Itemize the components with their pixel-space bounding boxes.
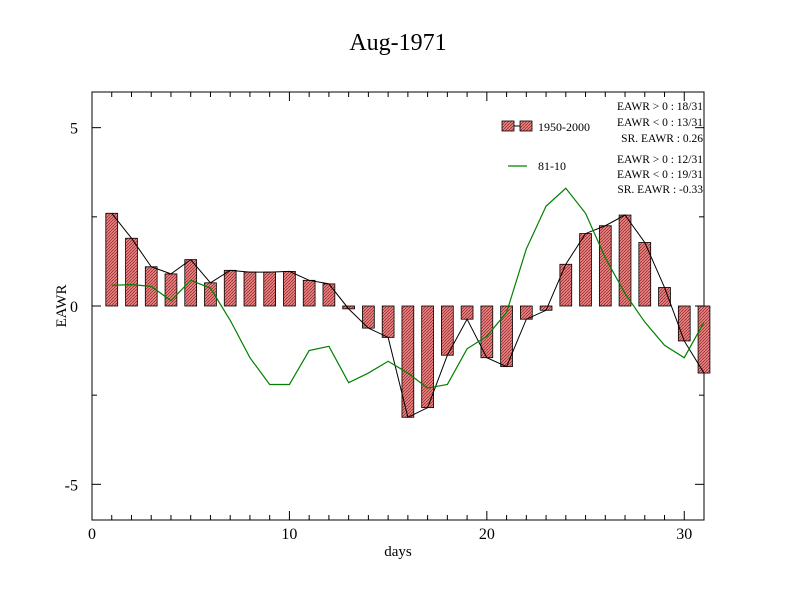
line-series xyxy=(111,187,705,419)
x-tick-label: 30 xyxy=(676,526,692,543)
stat-1950-2000-sr: SR. EAWR : 0.26 xyxy=(621,133,703,145)
bar-1950-2000-day-19 xyxy=(460,305,474,320)
legend-label-81-10: 81-10 xyxy=(538,159,566,173)
bar-1950-2000-day-7 xyxy=(223,269,237,307)
legend-swatch-1950-2000-a xyxy=(501,120,515,132)
line-81-10 xyxy=(111,187,705,389)
stat-81-10-positive: EAWR > 0 : 12/31 xyxy=(617,154,703,166)
bar-1950-2000-day-15 xyxy=(381,305,395,338)
legend-swatch-1950-2000-b xyxy=(519,120,533,132)
x-axis-label: days xyxy=(384,544,412,560)
bar-1950-2000-day-31 xyxy=(697,305,711,374)
stat-81-10-negative: EAWR < 0 : 19/31 xyxy=(617,169,703,181)
bar-1950-2000-day-1 xyxy=(105,212,119,307)
stat-1950-2000-positive: EAWR > 0 : 18/31 xyxy=(617,101,703,113)
bar-1950-2000-day-29 xyxy=(658,287,671,307)
bar-1950-2000-day-30 xyxy=(677,305,691,342)
legend-label-1950-2000: 1950-2000 xyxy=(538,120,590,134)
y-tick-label: 5 xyxy=(70,121,78,138)
bar-1950-2000-day-2 xyxy=(125,237,138,307)
y-tick-label: -5 xyxy=(65,477,78,494)
x-tick-label: 10 xyxy=(281,526,297,543)
x-tick-label: 0 xyxy=(88,526,96,543)
stat-1950-2000-negative: EAWR < 0 : 13/31 xyxy=(617,117,703,129)
y-tick-label: 0 xyxy=(70,299,78,316)
bar-series xyxy=(105,212,711,418)
y-axis-label: EAWR xyxy=(54,285,70,328)
bar-1950-2000-day-24 xyxy=(559,263,573,307)
bar-1950-2000-day-14 xyxy=(362,305,375,329)
stats-block: EAWR > 0 : 18/31 EAWR < 0 : 13/31 SR. EA… xyxy=(617,101,703,196)
bar-1950-2000-day-8 xyxy=(243,271,257,307)
axis-ticks: 0 10 20 30 -5 0 5 xyxy=(65,92,705,543)
legend: 1950-2000 81-10 xyxy=(501,120,590,173)
bar-1950-2000-day-11 xyxy=(302,279,316,307)
bar-1950-2000-day-10 xyxy=(283,271,296,307)
bar-1950-2000-day-12 xyxy=(322,283,336,307)
stat-81-10-sr: SR. EAWR : -0.33 xyxy=(617,184,703,196)
bar-1950-2000-day-5 xyxy=(184,259,198,307)
bar-1950-2000-day-17 xyxy=(421,305,434,409)
line-1950-2000 xyxy=(111,212,705,419)
chart-title: Aug-1971 xyxy=(349,30,446,56)
bar-1950-2000-day-25 xyxy=(579,233,592,307)
plot-frame xyxy=(91,91,705,521)
bar-1950-2000-day-9 xyxy=(263,271,277,307)
x-tick-label: 20 xyxy=(479,526,495,543)
